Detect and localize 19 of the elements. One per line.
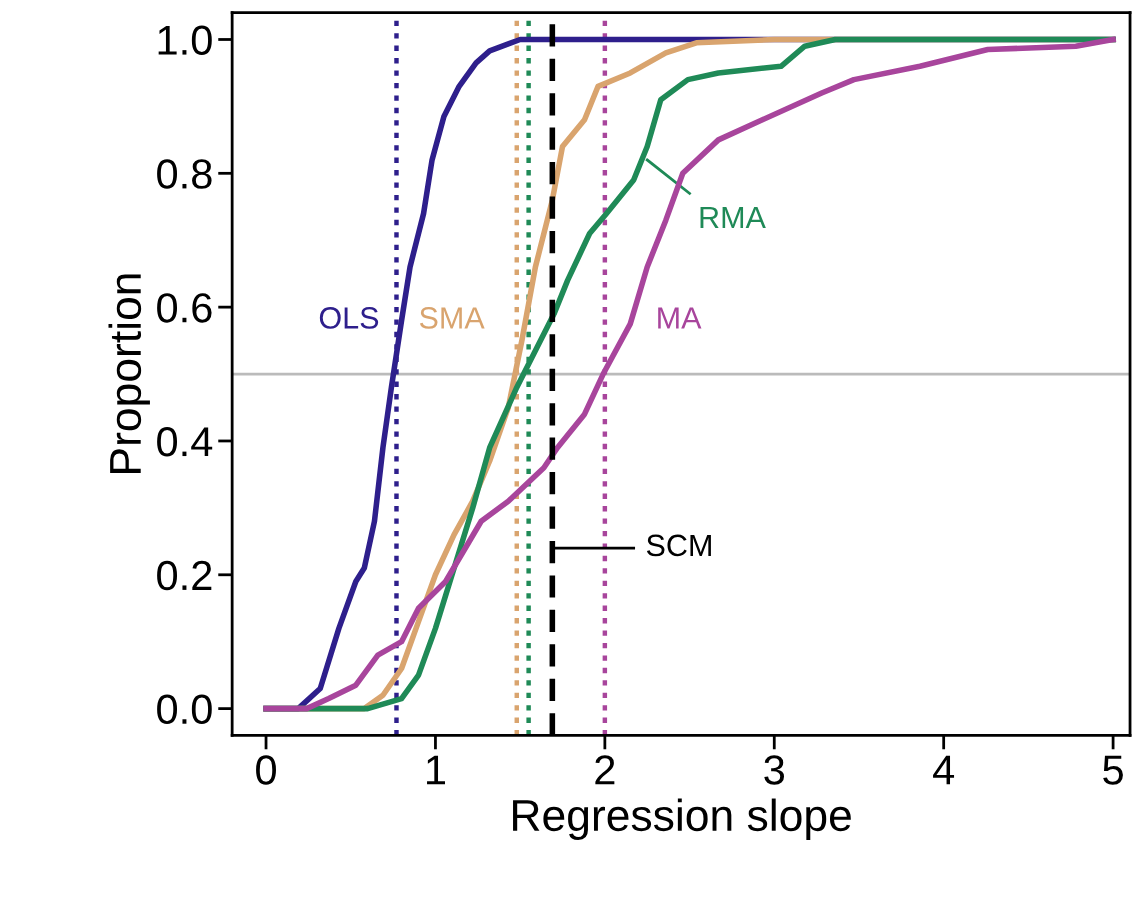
x-tick-label: 4 <box>933 755 955 785</box>
y-axis-title: Proportion <box>108 274 150 473</box>
y-tick-label: 0.2 <box>157 560 212 591</box>
y-tick-label: 0.6 <box>157 293 212 323</box>
y-tick-label: 0.8 <box>157 159 212 189</box>
ref-line-label: SCM <box>646 534 711 557</box>
x-tick-label: 5 <box>1103 755 1123 785</box>
y-tick-label: 1.0 <box>158 25 212 55</box>
x-axis-title: Regression slope <box>513 798 851 840</box>
x-tick-label: 0 <box>256 755 276 785</box>
y-tick-label: 0.0 <box>157 694 212 725</box>
y-tick-label: 0.4 <box>157 426 213 457</box>
series-label: MA <box>658 307 702 329</box>
x-tick-label: 3 <box>764 755 785 785</box>
series-label: SMA <box>419 307 485 329</box>
text: RMA <box>700 207 766 229</box>
x-tick-label: 1 <box>427 755 445 785</box>
series-label: OLS <box>319 307 379 329</box>
x-tick-label: 2 <box>595 755 615 785</box>
